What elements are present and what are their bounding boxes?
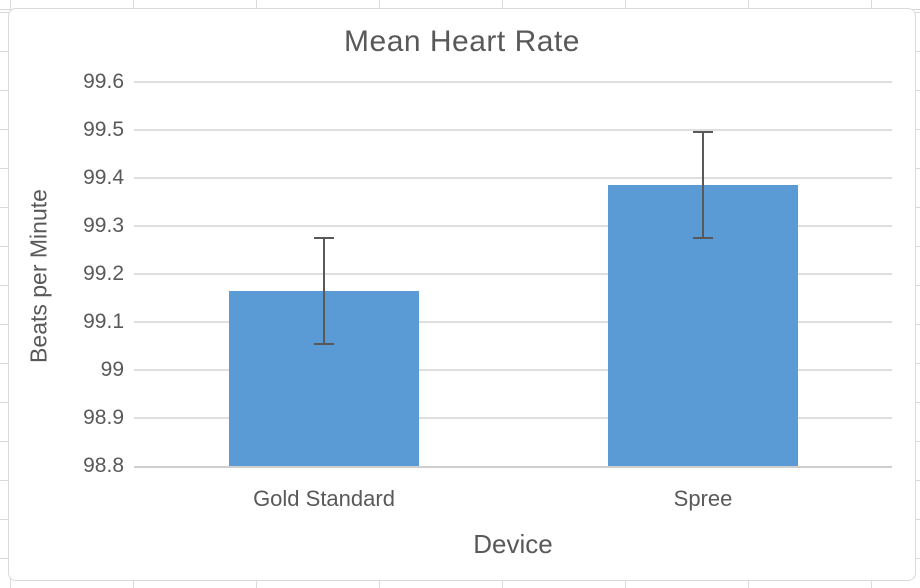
major-gridline [134,273,892,275]
y-tick-label: 99.2 [83,262,124,285]
x-category-label: Spree [673,486,733,511]
major-gridline [134,177,892,179]
major-gridline [134,129,892,131]
error-bar-cap [693,237,713,239]
error-bar-cap [314,343,334,345]
major-gridline [134,225,892,227]
plot-area [134,81,892,468]
chart-object[interactable]: Mean Heart Rate Beats per Minute 99.6 99.… [8,8,916,581]
y-tick-label: 99 [100,358,124,381]
major-gridline [134,417,892,419]
y-tick-label: 99.4 [83,166,124,189]
major-gridline [134,321,892,323]
error-bar-cap [693,131,713,133]
y-tick-label: 98.9 [83,406,124,429]
chart-title[interactable]: Mean Heart Rate [344,25,580,58]
major-gridline [134,369,892,371]
y-tick-label: 99.5 [83,118,124,141]
y-tick-label: 99.3 [83,214,124,237]
major-gridline [134,81,892,83]
y-tick-label: 99.6 [83,70,124,93]
error-bar [323,238,325,344]
error-bar-cap [314,237,334,239]
error-bar [702,132,704,238]
x-category-label: Gold Standard [253,486,395,511]
x-axis-title: Device [473,529,553,559]
y-tick-label: 99.1 [83,310,124,333]
y-tick-label: 98.8 [83,454,124,477]
